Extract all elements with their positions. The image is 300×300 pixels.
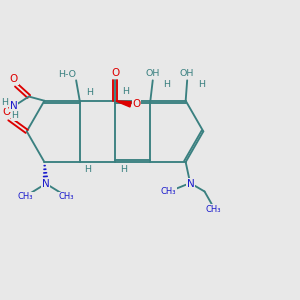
Text: H: H bbox=[12, 111, 19, 120]
Text: CH₃: CH₃ bbox=[161, 187, 176, 196]
Text: OH: OH bbox=[180, 69, 194, 78]
Text: N: N bbox=[10, 101, 18, 111]
Text: H: H bbox=[198, 80, 205, 89]
Text: H-O: H-O bbox=[58, 70, 76, 79]
Text: N: N bbox=[42, 179, 50, 189]
Text: CH₃: CH₃ bbox=[58, 192, 74, 201]
Text: CH₃: CH₃ bbox=[18, 192, 33, 201]
Text: H: H bbox=[86, 88, 93, 97]
Text: OH: OH bbox=[146, 69, 160, 78]
Text: N: N bbox=[187, 179, 195, 189]
Polygon shape bbox=[115, 101, 131, 107]
Text: H: H bbox=[120, 165, 127, 174]
Text: O: O bbox=[10, 74, 18, 84]
Text: H: H bbox=[85, 165, 92, 174]
Text: CH₃: CH₃ bbox=[206, 205, 221, 214]
Text: H: H bbox=[122, 87, 129, 96]
Text: O: O bbox=[3, 107, 11, 117]
Text: O: O bbox=[111, 68, 119, 78]
Text: O: O bbox=[133, 99, 141, 109]
Text: H: H bbox=[1, 98, 8, 107]
Text: H: H bbox=[163, 80, 170, 89]
